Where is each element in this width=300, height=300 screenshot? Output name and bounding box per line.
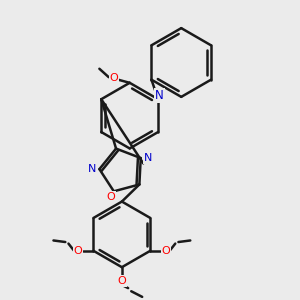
- Text: O: O: [106, 192, 115, 202]
- Text: O: O: [161, 246, 170, 256]
- Text: N: N: [88, 164, 97, 174]
- Text: N: N: [143, 153, 152, 163]
- Text: O: O: [118, 276, 126, 286]
- Text: O: O: [74, 246, 82, 256]
- Text: O: O: [110, 73, 118, 83]
- Text: N: N: [155, 89, 164, 102]
